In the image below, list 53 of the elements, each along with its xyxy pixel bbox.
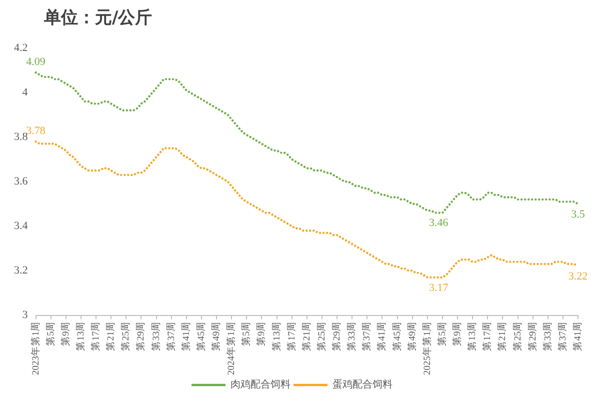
x-tick-label: 第41周 xyxy=(180,321,192,351)
x-tick-label: 第5周 xyxy=(436,321,448,346)
y-tick-label: 3.6 xyxy=(14,176,28,188)
x-tick-label: 第21周 xyxy=(496,321,508,351)
y-tick-label: 4.2 xyxy=(14,42,28,54)
x-tick-label: 第13周 xyxy=(270,321,282,351)
x-tick-label: 第37周 xyxy=(556,321,568,351)
x-tick-label: 第25周 xyxy=(315,321,328,351)
x-tick-label: 2024年第1周 xyxy=(225,321,238,375)
x-tick-label: 2023年第1周 xyxy=(29,321,42,375)
x-tick-label: 第17周 xyxy=(90,321,102,351)
x-tick-label: 第49周 xyxy=(406,321,418,351)
x-tick-label: 第29周 xyxy=(526,321,538,351)
chart-title: 单位：元/公斤 xyxy=(44,7,152,29)
x-tick-label: 第9周 xyxy=(451,321,463,346)
x-tick-label: 第41周 xyxy=(376,321,388,351)
x-tick-label: 第21周 xyxy=(300,321,312,351)
data-label: 3.22 xyxy=(568,270,588,283)
y-tick-label: 4 xyxy=(22,86,28,98)
x-tick-label: 第17周 xyxy=(285,321,298,351)
legend-label: 肉鸡配合饲料 xyxy=(230,378,290,391)
data-label: 3.5 xyxy=(571,208,586,220)
x-tick-label: 第45周 xyxy=(194,321,207,351)
x-tick-label: 第45周 xyxy=(390,321,403,351)
y-tick-label: 3 xyxy=(22,309,28,322)
y-tick-label: 3.8 xyxy=(14,130,28,143)
x-tick-label: 第37周 xyxy=(164,321,177,351)
x-tick-label: 第33周 xyxy=(150,321,162,351)
x-tick-label: 第5周 xyxy=(44,321,56,346)
data-label: 4.09 xyxy=(26,56,46,68)
x-tick-label: 第17周 xyxy=(481,321,494,351)
x-tick-label: 第49周 xyxy=(210,321,222,351)
x-tick-label: 第41周 xyxy=(572,321,584,351)
x-tick-label: 第37周 xyxy=(360,321,373,351)
x-tick-label: 第13周 xyxy=(74,321,86,351)
data-label: 3.17 xyxy=(429,282,449,294)
x-tick-label: 第9周 xyxy=(59,321,72,346)
y-tick-label: 3.2 xyxy=(14,264,28,277)
x-tick-label: 第33周 xyxy=(541,321,554,351)
legend-label: 蛋鸡配合饲料 xyxy=(332,378,392,391)
x-tick-label: 第29周 xyxy=(134,321,147,351)
x-tick-label: 第21周 xyxy=(104,321,117,351)
x-tick-label: 第25周 xyxy=(511,321,524,351)
x-tick-label: 第9周 xyxy=(255,321,268,346)
y-tick-label: 3.4 xyxy=(14,220,28,232)
x-tick-label: 第33周 xyxy=(346,321,358,351)
x-tick-label: 第25周 xyxy=(120,321,132,351)
x-tick-label: 第5周 xyxy=(240,321,252,346)
x-tick-label: 第13周 xyxy=(466,321,478,351)
x-tick-label: 第29周 xyxy=(330,321,342,351)
x-tick-label: 2025年第1周 xyxy=(420,321,433,375)
data-label: 3.78 xyxy=(26,124,46,137)
data-label: 3.46 xyxy=(429,217,449,230)
